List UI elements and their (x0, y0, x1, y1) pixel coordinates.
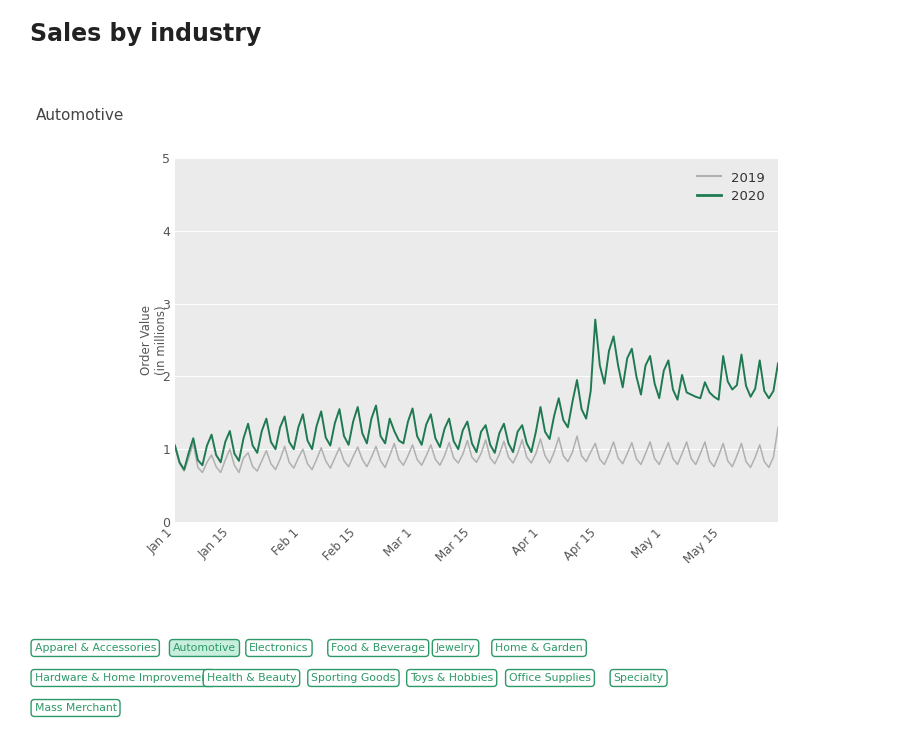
Text: Food & Beverage: Food & Beverage (331, 643, 425, 653)
Y-axis label: Order Value
(in millions): Order Value (in millions) (140, 305, 168, 375)
Text: Automotive: Automotive (173, 643, 236, 653)
Text: Sporting Goods: Sporting Goods (311, 673, 395, 683)
Text: Sales by industry: Sales by industry (30, 22, 261, 46)
Text: Apparel & Accessories: Apparel & Accessories (35, 643, 156, 653)
Text: Health & Beauty: Health & Beauty (206, 673, 296, 683)
Text: Specialty: Specialty (614, 673, 664, 683)
Text: Toys & Hobbies: Toys & Hobbies (410, 673, 494, 683)
Text: Hardware & Home Improvement: Hardware & Home Improvement (35, 673, 212, 683)
Text: Electronics: Electronics (249, 643, 309, 653)
Text: Automotive: Automotive (36, 108, 125, 123)
Text: Office Supplies: Office Supplies (509, 673, 591, 683)
Legend: 2019, 2020: 2019, 2020 (690, 165, 772, 210)
Text: Home & Garden: Home & Garden (495, 643, 583, 653)
Text: Jewelry: Jewelry (435, 643, 475, 653)
Text: Mass Merchant: Mass Merchant (35, 703, 116, 713)
